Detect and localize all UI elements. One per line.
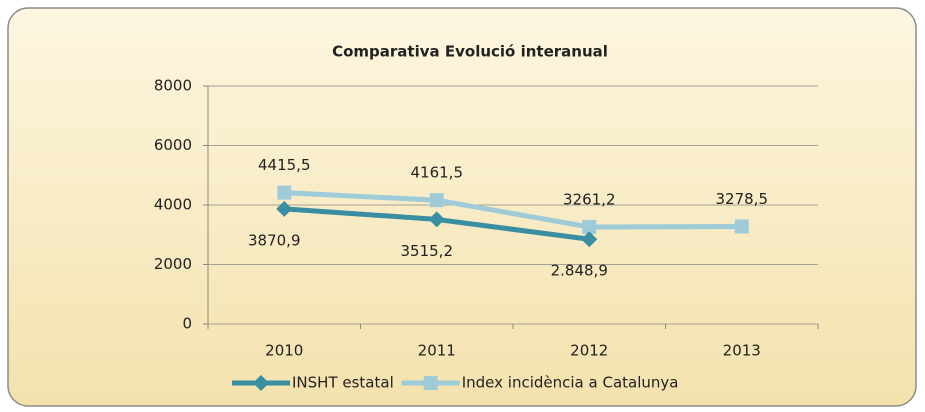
data-label: 3278,5 bbox=[716, 190, 769, 208]
x-tick-label: 2010 bbox=[265, 342, 303, 360]
point bbox=[276, 200, 293, 217]
data-label: 3261,2 bbox=[563, 190, 616, 208]
point bbox=[582, 219, 597, 234]
data-label: 2.848,9 bbox=[551, 262, 608, 280]
legend-label: INSHT estatal bbox=[292, 374, 394, 392]
point bbox=[277, 185, 292, 200]
y-tick-label: 0 bbox=[182, 315, 192, 333]
x-tick-label: 2012 bbox=[570, 342, 608, 360]
data-label: 4415,5 bbox=[258, 156, 311, 174]
point bbox=[581, 231, 598, 248]
y-tick-label: 2000 bbox=[154, 255, 192, 273]
data-label: 3870,9 bbox=[248, 231, 301, 249]
point bbox=[429, 193, 444, 208]
y-tick-label: 6000 bbox=[154, 136, 192, 154]
x-tick-label: 2011 bbox=[418, 342, 456, 360]
data-label: 4161,5 bbox=[411, 164, 464, 182]
x-tick-label: 2013 bbox=[723, 342, 761, 360]
y-tick-label: 4000 bbox=[154, 196, 192, 214]
legend-marker bbox=[253, 375, 269, 391]
legend-marker bbox=[423, 376, 438, 390]
point bbox=[428, 211, 445, 228]
data-label: 3515,2 bbox=[401, 242, 454, 260]
legend-label: Index incidència a Catalunya bbox=[462, 374, 679, 392]
y-tick-label: 8000 bbox=[154, 77, 192, 95]
point bbox=[734, 219, 749, 234]
series-line bbox=[284, 190, 742, 230]
chart-title: Comparativa Evolució interanual bbox=[332, 43, 608, 61]
